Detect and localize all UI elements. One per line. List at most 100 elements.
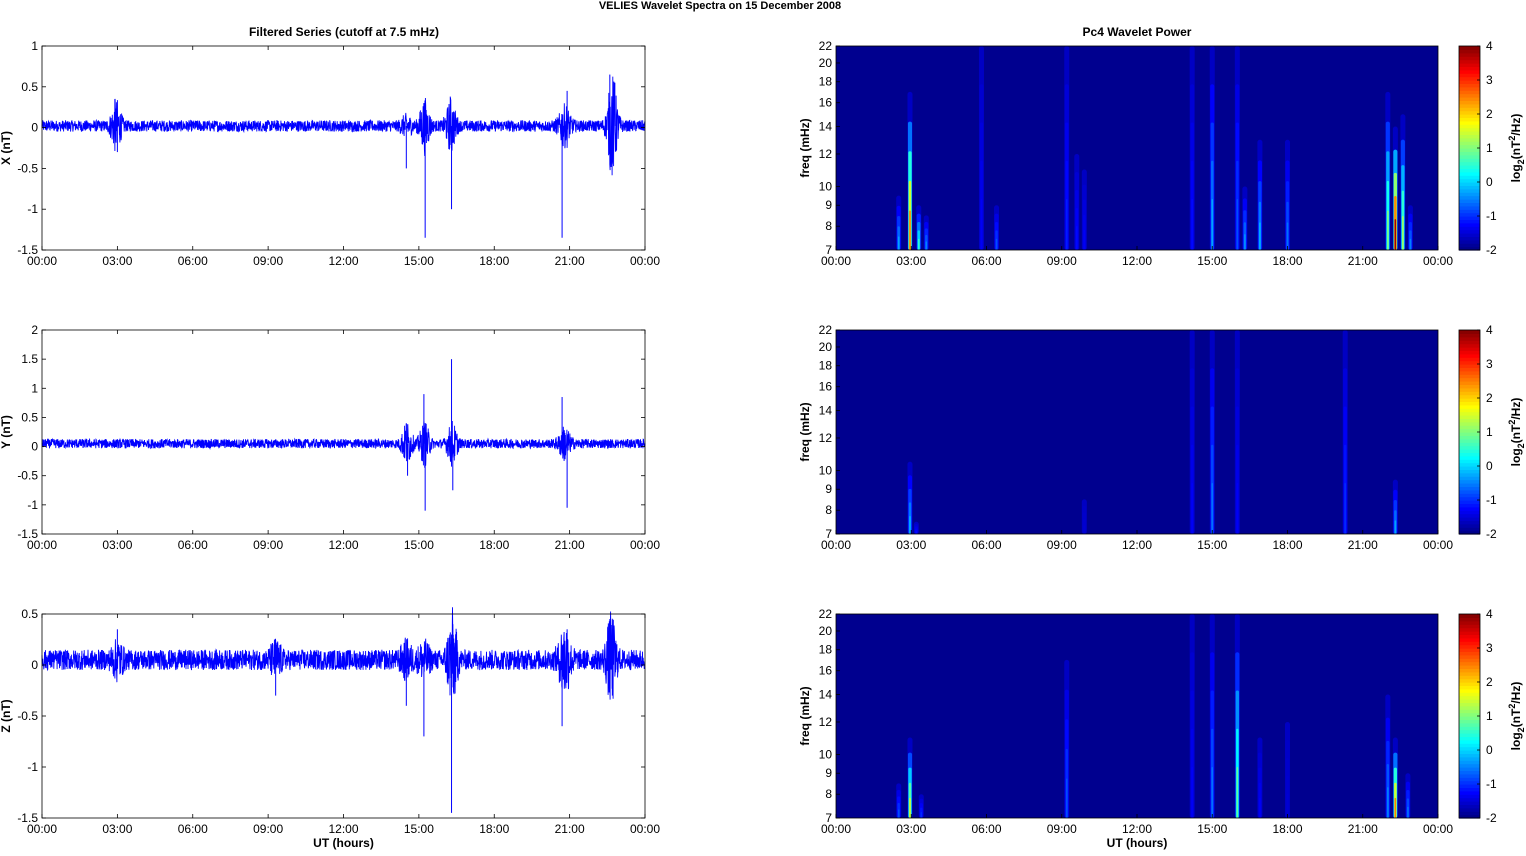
y-tick-label: 0.5 [21,607,38,621]
x-tick-label: 12:00 [328,822,358,836]
spectrum-background [836,330,1438,534]
colorbar-segment [1459,763,1480,768]
y-tick-label: 20 [819,340,833,354]
colorbar-segment [1459,641,1480,646]
y-axis-label: freq (mHz) [798,402,812,461]
x-tick-label: 00:00 [630,254,660,268]
colorbar-segment [1459,209,1480,214]
colorbar-segment [1459,398,1480,402]
spectral-feature [1244,234,1246,250]
colorbar-segment [1459,124,1480,129]
colorbar-segment [1459,408,1480,413]
colorbar-segment [1459,178,1480,183]
colorbar-label-part: (nT [1509,140,1523,159]
y-tick-label: 20 [819,56,833,70]
colorbar-segment [1459,804,1480,809]
colorbar-segment [1459,127,1480,132]
spectral-feature [1211,199,1213,250]
colorbar-segment [1459,63,1480,67]
y-tick-label: 7 [825,243,832,257]
y-tick-label: 14 [819,120,833,134]
y-tick-label: 22 [819,39,833,53]
colorbar-segment [1459,787,1480,792]
y-tick-label: 10 [819,463,833,477]
colorbar-segment [1459,617,1480,622]
spectral-feature [909,210,911,250]
x-tick-label: 12:00 [1122,254,1152,268]
spectral-feature [897,236,900,250]
colorbar-segment [1459,503,1480,508]
x-tick-label: 00:00 [821,538,851,552]
colorbar-segment [1459,199,1480,203]
colorbar-segment [1459,445,1480,450]
x-tick-label: 06:00 [971,822,1001,836]
colorbar-segment [1459,384,1480,389]
colorbar-segment [1459,784,1480,788]
spectral-feature [1344,483,1346,534]
x-tick-label: 03:00 [896,538,926,552]
x-tick-label: 18:00 [479,538,509,552]
colorbar-segment [1459,489,1480,494]
colorbar-segment [1459,195,1480,200]
colorbar-segment [1459,620,1480,625]
x-tick-label: 00:00 [27,254,57,268]
y-tick-label: 8 [825,503,832,517]
spectral-feature [1236,199,1239,250]
colorbar-segment [1459,500,1480,504]
left-column-title: Filtered Series (cutoff at 7.5 mHz) [249,25,439,39]
colorbar-segment [1459,367,1480,372]
y-tick-label: -0.5 [17,161,38,175]
colorbar-tick-label: 4 [1486,323,1493,337]
plot-frame [41,329,646,535]
colorbar-segment [1459,394,1480,399]
colorbar-segment [1459,148,1480,152]
spectral-feature [1259,797,1261,818]
x-tick-label: 00:00 [630,822,660,836]
colorbar-segment [1459,753,1480,758]
x-tick-label: 09:00 [1047,538,1077,552]
colorbar-label-part: 2 [1516,443,1526,448]
colorbar-segment [1459,76,1480,81]
colorbar-segment [1459,702,1480,707]
colorbar-segment [1459,483,1480,487]
y-tick-label: 0.5 [21,80,38,94]
x-tick-label: 18:00 [1272,822,1302,836]
colorbar-segment [1459,391,1480,396]
colorbar-segment [1459,527,1480,532]
colorbar-segment [1459,614,1480,618]
main-title: VELIES Wavelet Spectra on 15 December 20… [599,0,841,12]
spectral-feature [995,238,998,250]
spectral-feature [1394,219,1397,250]
colorbar-segment [1459,226,1480,231]
colorbar-segment [1459,455,1480,460]
y-tick-label: -0.5 [17,469,38,483]
colorbar-segment [1459,654,1480,659]
y-tick-label: 16 [819,96,833,110]
colorbar-segment [1459,733,1480,737]
colorbar-label-part: /Hz) [1509,682,1523,704]
x-tick-label: 18:00 [479,822,509,836]
y-tick-label: 10 [819,747,833,761]
colorbar-tick-label: 2 [1486,675,1493,689]
time-series-panel-2: -1.5 -1 -0.5 0 0.5 1 1.5 2 00:00 03:00 06:00 09:00 1… [0,323,660,552]
x-tick-label: 21:00 [1348,254,1378,268]
spectral-feature [1236,767,1239,818]
colorbar-segment [1459,59,1480,64]
y-tick-label: 0.5 [21,410,38,424]
x-tick-label: 00:00 [821,822,851,836]
y-tick-label: 8 [825,787,832,801]
x-tick-label: 15:00 [404,254,434,268]
plot-frame [41,613,646,819]
x-tick-label: 15:00 [404,538,434,552]
spectral-feature [925,241,928,250]
x-tick-label: 21:00 [555,822,585,836]
x-tick-label: 09:00 [1047,254,1077,268]
y-tick-label: 9 [825,198,832,212]
colorbar-segment [1459,216,1480,220]
colorbar-segment [1459,364,1480,368]
colorbar-segment [1459,510,1480,515]
colorbar-segment [1459,205,1480,210]
y-tick-label: 22 [819,607,833,621]
colorbar-segment [1459,770,1480,775]
